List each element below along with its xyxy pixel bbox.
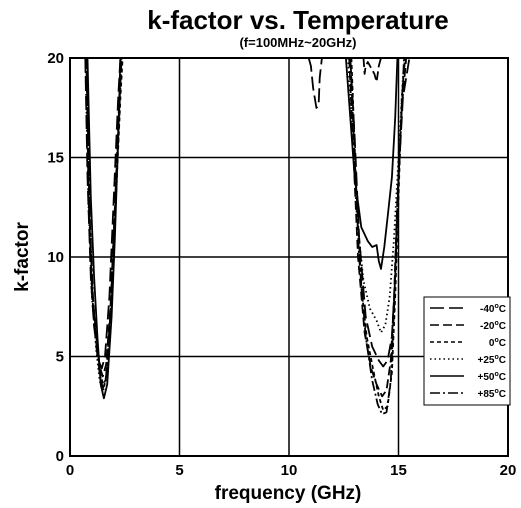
series-line-4 (86, 58, 122, 400)
series-line-5 (85, 58, 123, 390)
series-line-0 (307, 58, 323, 109)
y-tick-label: 20 (47, 50, 64, 67)
y-tick-label: 0 (56, 448, 64, 465)
chart-subtitle: (f=100MHz~20GHz) (239, 35, 356, 50)
x-tick-label: 5 (175, 462, 183, 479)
y-tick-label: 5 (56, 349, 64, 366)
chart-title: k-factor vs. Temperature (147, 5, 449, 35)
grid (70, 58, 508, 456)
series-line-1 (348, 58, 408, 398)
x-axis-label: frequency (GHz) (215, 483, 362, 504)
series-line-3 (347, 58, 406, 334)
x-tick-label: 15 (390, 462, 407, 479)
x-tick-label: 0 (66, 462, 74, 479)
plot-frame (69, 57, 509, 457)
legend-label: 0oC (489, 337, 506, 349)
tick-labels: 0 5 10 15 20 0 5 10 15 20 (47, 50, 516, 479)
legend-label: -40oC (480, 303, 506, 315)
y-tick-label: 15 (47, 150, 64, 167)
series-line-4 (345, 58, 399, 270)
series-lines (84, 58, 411, 416)
legend-box (423, 296, 511, 406)
series-line-0 (84, 58, 122, 370)
y-axis-label: k-factor (12, 222, 33, 292)
series-line-1 (362, 58, 382, 83)
y-tick-label: 10 (47, 249, 64, 266)
x-tick-label: 20 (500, 462, 517, 479)
series-line-5 (349, 58, 405, 416)
legend-label: +25oC (478, 354, 506, 366)
legend-label: -20oC (480, 320, 506, 332)
legend-label: +50oC (478, 371, 506, 383)
legend: -40oC -20oC 0oC +25oC +50oC +85oC (423, 296, 511, 406)
legend-label: +85oC (478, 388, 506, 400)
x-tick-label: 10 (281, 462, 298, 479)
